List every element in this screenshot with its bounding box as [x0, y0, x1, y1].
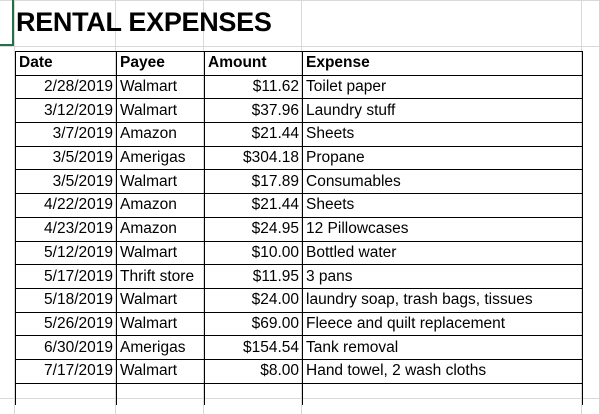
cell-payee[interactable]: Walmart — [116, 358, 205, 384]
sheet-title[interactable]: RENTAL EXPENSES — [16, 7, 272, 37]
cell-expense[interactable]: laundry soap, trash bags, tissues — [302, 287, 583, 313]
header-date[interactable]: Date — [15, 51, 117, 76]
cell-date[interactable]: 5/17/2019 — [15, 264, 117, 289]
cell-payee[interactable]: Amazon — [116, 193, 205, 218]
cell-payee[interactable]: Walmart — [116, 74, 205, 100]
cell-payee[interactable]: Amerigas — [116, 145, 205, 171]
cell-amount[interactable]: $37.96 — [204, 98, 303, 124]
cell-payee[interactable]: Thrift store — [116, 264, 205, 289]
header-expense[interactable]: Expense — [302, 51, 583, 76]
cell-amount[interactable]: $21.44 — [204, 193, 303, 218]
table-row: 4/22/2019 Amazon $21.44 Sheets — [15, 193, 583, 218]
table-row: 5/12/2019 Walmart $10.00 Bottled water — [15, 240, 583, 266]
cell-date[interactable]: 5/26/2019 — [15, 311, 117, 337]
table-row: 5/18/2019 Walmart $24.00 laundry soap, tras… — [15, 287, 583, 313]
cell-amount[interactable]: $24.95 — [204, 216, 303, 242]
table-row: 5/17/2019 Thrift store $11.95 3 pans — [15, 264, 583, 289]
cell-expense[interactable]: 3 pans — [302, 264, 583, 289]
cell-expense[interactable]: Propane — [302, 145, 583, 171]
empty-cell[interactable] — [302, 382, 583, 406]
cell-amount[interactable]: $11.62 — [204, 74, 303, 100]
cell-payee[interactable]: Amazon — [116, 216, 205, 242]
table-row: 3/12/2019 Walmart $37.96 Laundry stuff — [15, 98, 583, 124]
cell-expense[interactable]: Consumables — [302, 169, 583, 195]
cell-date[interactable]: 7/17/2019 — [15, 358, 117, 384]
cell-amount[interactable]: $11.95 — [204, 264, 303, 289]
gridline — [14, 0, 15, 414]
table-row: 3/5/2019 Amerigas $304.18 Propane — [15, 145, 583, 171]
cell-date[interactable]: 3/5/2019 — [15, 169, 117, 195]
cell-date[interactable]: 3/5/2019 — [15, 145, 117, 171]
cell-payee[interactable]: Walmart — [116, 311, 205, 337]
table-header-row: Date Payee Amount Expense — [15, 51, 583, 76]
table-row: 7/17/2019 Walmart $8.00 Hand towel, 2 wash … — [15, 358, 583, 384]
cell-date[interactable]: 3/7/2019 — [15, 122, 117, 147]
table-row: 3/7/2019 Amazon $21.44 Sheets — [15, 122, 583, 147]
cell-date[interactable]: 5/12/2019 — [15, 240, 117, 266]
expenses-table: Date Payee Amount Expense 2/28/2019 Walma… — [15, 51, 583, 406]
cell-expense[interactable]: Tank removal — [302, 335, 583, 360]
cell-amount[interactable]: $154.54 — [204, 335, 303, 360]
cell-amount[interactable]: $304.18 — [204, 145, 303, 171]
cell-amount[interactable]: $69.00 — [204, 311, 303, 337]
table-row: 4/23/2019 Amazon $24.95 12 Pillowcases — [15, 216, 583, 242]
empty-cell[interactable] — [15, 382, 117, 406]
table-row: 3/5/2019 Walmart $17.89 Consumables — [15, 169, 583, 195]
cell-date[interactable]: 3/12/2019 — [15, 98, 117, 124]
active-cell-indicator[interactable] — [0, 0, 14, 46]
cell-expense[interactable]: Fleece and quilt replacement — [302, 311, 583, 337]
cell-expense[interactable]: Toilet paper — [302, 74, 583, 100]
cell-date[interactable]: 5/18/2019 — [15, 287, 117, 313]
header-amount[interactable]: Amount — [204, 51, 303, 76]
cell-date[interactable]: 4/22/2019 — [15, 193, 117, 218]
cell-expense[interactable]: Bottled water — [302, 240, 583, 266]
cell-payee[interactable]: Amerigas — [116, 335, 205, 360]
cell-date[interactable]: 2/28/2019 — [15, 74, 117, 100]
cell-amount[interactable]: $21.44 — [204, 122, 303, 147]
cell-expense[interactable]: Hand towel, 2 wash cloths — [302, 358, 583, 384]
cell-amount[interactable]: $17.89 — [204, 169, 303, 195]
table-row: 5/26/2019 Walmart $69.00 Fleece and quilt r… — [15, 311, 583, 337]
empty-cell[interactable] — [116, 382, 205, 406]
cell-expense[interactable]: 12 Pillowcases — [302, 216, 583, 242]
cell-date[interactable]: 4/23/2019 — [15, 216, 117, 242]
cell-payee[interactable]: Walmart — [116, 169, 205, 195]
cell-amount[interactable]: $24.00 — [204, 287, 303, 313]
cell-date[interactable]: 6/30/2019 — [15, 335, 117, 360]
cell-payee[interactable]: Walmart — [116, 287, 205, 313]
table-row: 6/30/2019 Amerigas $154.54 Tank removal — [15, 335, 583, 360]
header-payee[interactable]: Payee — [116, 51, 205, 76]
cell-expense[interactable]: Sheets — [302, 193, 583, 218]
cell-payee[interactable]: Walmart — [116, 98, 205, 124]
cell-payee[interactable]: Walmart — [116, 240, 205, 266]
cell-amount[interactable]: $8.00 — [204, 358, 303, 384]
gridline — [0, 0, 599, 1]
gridline — [0, 46, 599, 47]
empty-cell[interactable] — [204, 382, 303, 406]
cell-payee[interactable]: Amazon — [116, 122, 205, 147]
table-row: 2/28/2019 Walmart $11.62 Toilet paper — [15, 74, 583, 100]
empty-row — [15, 382, 583, 406]
cell-expense[interactable]: Sheets — [302, 122, 583, 147]
cell-expense[interactable]: Laundry stuff — [302, 98, 583, 124]
cell-amount[interactable]: $10.00 — [204, 240, 303, 266]
